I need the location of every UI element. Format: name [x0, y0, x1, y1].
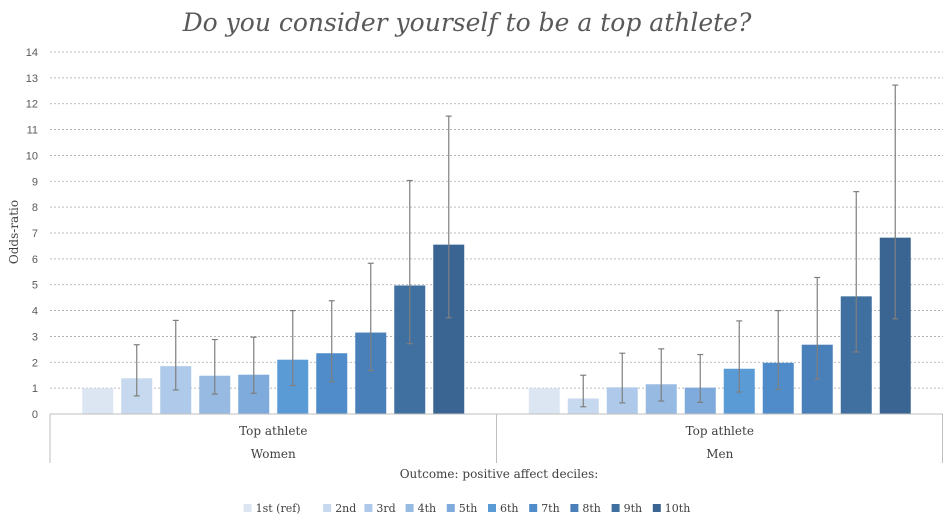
y-tick-label: 14: [26, 47, 38, 59]
legend-swatch: [611, 504, 620, 512]
legend-label: 2nd: [335, 502, 356, 515]
legend-label: 6th: [500, 502, 519, 515]
y-tick-label: 8: [32, 202, 38, 214]
y-tick-label: 7: [32, 228, 38, 240]
legend-label: 10th: [665, 502, 691, 515]
category-axis: [49, 413, 943, 463]
legend-swatch: [446, 504, 455, 512]
category-labels: Top athlete Women Top athlete Men: [239, 424, 754, 461]
y-tick-label: 10: [26, 150, 38, 162]
bar: [528, 388, 560, 414]
legend-swatch: [570, 504, 579, 512]
bars: [82, 237, 911, 414]
legend-swatch: [488, 504, 496, 512]
bar: [82, 388, 114, 414]
y-tick-label: 3: [32, 331, 38, 343]
y-tick-label: 6: [32, 254, 38, 266]
chart-title: Do you consider yourself to be a top ath…: [182, 8, 752, 37]
legend-label: 9th: [624, 502, 643, 515]
gridlines: [50, 51, 943, 389]
y-tick-label: 1: [32, 383, 38, 395]
legend-label: 8th: [582, 502, 601, 515]
group-label: Men: [706, 447, 733, 461]
legend-label: 7th: [541, 502, 560, 515]
error-bars: [133, 84, 899, 408]
legend: 1st (ref) 2nd 3rd 4th 5th 6th 7th 8th 9th 10th: [243, 502, 691, 515]
y-tick-label: 11: [27, 125, 38, 137]
y-tick-label: 0: [32, 409, 38, 421]
legend-swatch: [243, 504, 252, 512]
legend-swatch: [405, 504, 414, 512]
y-tick-label: 5: [32, 280, 38, 292]
legend-label: 5th: [459, 502, 478, 515]
x-axis-label: Outcome: positive affect deciles:: [400, 467, 599, 481]
legend-swatch: [323, 504, 332, 512]
legend-swatch: [652, 504, 661, 512]
y-tick-label: 2: [32, 357, 38, 369]
category-label: Top athlete: [686, 424, 754, 438]
legend-swatch: [529, 504, 538, 512]
legend-label: 3rd: [376, 502, 395, 515]
y-tick-label: 13: [26, 73, 38, 85]
y-tick-label: 12: [26, 99, 38, 111]
legend-label: 1st (ref): [256, 502, 301, 515]
group-label: Women: [251, 447, 296, 461]
category-label: Top athlete: [239, 424, 307, 438]
legend-label: 4th: [418, 502, 437, 515]
y-axis-label: Odds-ratio: [7, 200, 21, 264]
y-tick-label: 4: [32, 306, 38, 318]
legend-swatch: [364, 504, 373, 512]
y-tick-label: 9: [32, 176, 38, 188]
